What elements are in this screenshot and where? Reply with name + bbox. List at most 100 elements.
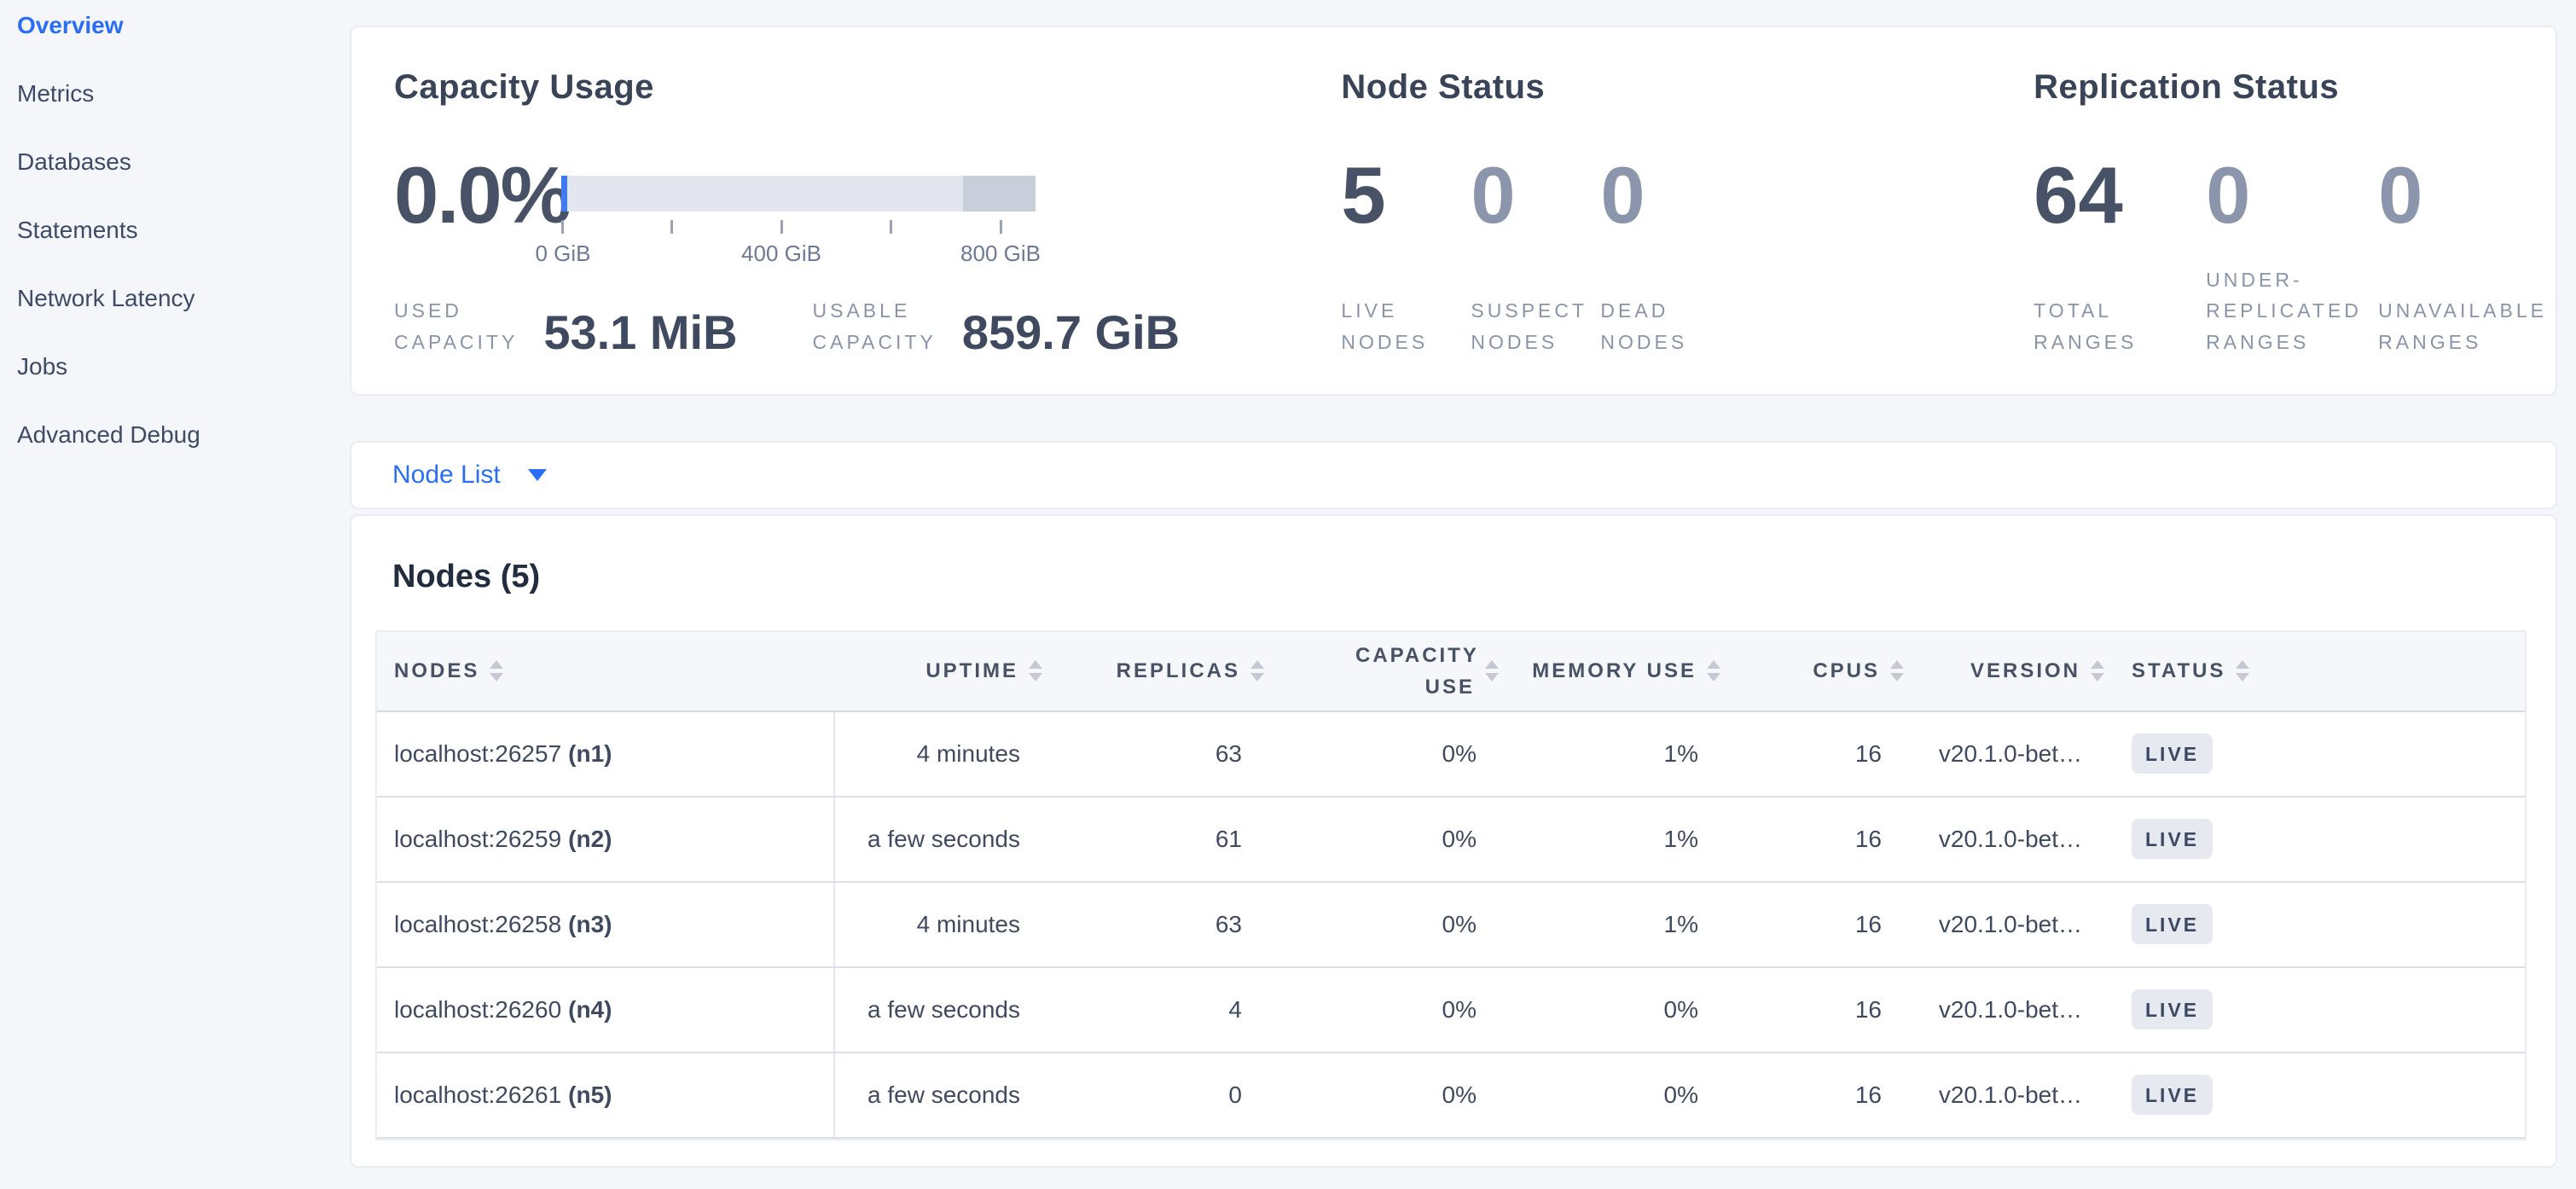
sidebar-item-databases[interactable]: Databases xyxy=(17,148,131,175)
memory-use-cell: 0% xyxy=(1663,995,1698,1023)
node-address-cell: localhost:26261 (n5) xyxy=(377,1053,835,1137)
dead-nodes-stat: 0 DEAD NODES xyxy=(1600,155,1730,358)
table-row-node-2[interactable]: localhost:26259 (n2) a few seconds 61 0%… xyxy=(377,797,2525,883)
status-cell: LIVE xyxy=(2115,883,2525,966)
cpus-cell: 16 xyxy=(1854,740,1882,767)
sidebar-item-statements[interactable]: Statements xyxy=(17,217,138,243)
nodes-table-card: Nodes (5) NODES UPTIME REPLICAS CAPACITY… xyxy=(350,514,2557,1168)
version-cell: v20.1.0-bet… xyxy=(1938,995,2082,1023)
cpus-cell: 16 xyxy=(1854,1081,1882,1108)
status-cell: LIVE xyxy=(2115,798,2525,881)
capacity-use-cell: 0% xyxy=(1442,995,1477,1023)
cpus-cell: 16 xyxy=(1854,910,1882,937)
chevron-down-icon[interactable] xyxy=(527,469,547,481)
capacity-use-cell: 0% xyxy=(1442,740,1477,767)
axis-tick xyxy=(561,220,564,234)
node-status-title: Node Status xyxy=(1341,68,1546,106)
axis-tick xyxy=(890,220,892,234)
under-replicated-ranges-value: 0 xyxy=(2206,150,2251,240)
version-cell: v20.1.0-bet… xyxy=(1938,910,2082,937)
status-badge: LIVE xyxy=(2132,904,2213,945)
column-header-nodes[interactable]: NODES xyxy=(377,632,835,710)
total-ranges-value: 64 xyxy=(2034,150,2123,240)
sort-icon xyxy=(1485,660,1499,682)
capacity-bar-track xyxy=(561,176,1036,212)
memory-use-cell: 0% xyxy=(1663,1081,1698,1108)
status-badge: LIVE xyxy=(2132,1075,2213,1116)
cpus-cell: 16 xyxy=(1854,825,1882,852)
dead-nodes-value: 0 xyxy=(1600,150,1645,240)
sort-icon xyxy=(1890,660,1904,682)
sort-icon xyxy=(1029,660,1042,682)
replication-status-title: Replication Status xyxy=(2034,68,2340,106)
axis-tick-label: 800 GiB xyxy=(960,241,1041,266)
dead-nodes-label: DEAD NODES xyxy=(1600,299,1688,354)
memory-use-cell: 1% xyxy=(1663,740,1698,767)
suspect-nodes-value: 0 xyxy=(1471,150,1516,240)
live-nodes-value: 5 xyxy=(1341,150,1386,240)
axis-tick-label: 0 GiB xyxy=(535,241,591,266)
node-list-dropdown[interactable]: Node List xyxy=(392,461,501,489)
nodes-table-title: Nodes (5) xyxy=(392,559,541,594)
table-row-node-3[interactable]: localhost:26258 (n3) 4 minutes 63 0% 1% … xyxy=(377,882,2525,968)
status-badge: LIVE xyxy=(2132,819,2213,860)
capacity-bar-reserved-segment xyxy=(963,176,1036,212)
uptime-cell: 4 minutes xyxy=(916,740,1020,767)
replicas-cell: 4 xyxy=(1228,995,1242,1023)
uptime-cell: a few seconds xyxy=(867,1081,1020,1108)
total-ranges-stat: 64 TOTAL RANGES xyxy=(2034,155,2206,358)
sort-icon xyxy=(490,660,504,682)
table-row-node-5[interactable]: localhost:26261 (n5) a few seconds 0 0% … xyxy=(377,1053,2525,1139)
replicas-cell: 61 xyxy=(1215,825,1242,852)
under-replicated-ranges-label: UNDER-REPLICATED RANGES xyxy=(2206,268,2362,354)
node-status-section: Node Status 5 LIVE NODES 0 SUSPECT NODES… xyxy=(1341,67,2034,358)
capacity-bar-chart: 0 GiB 400 GiB 800 GiB xyxy=(535,176,1041,268)
usable-capacity-label: USABLE CAPACITY xyxy=(812,299,937,354)
sidebar-item-advanced-debug[interactable]: Advanced Debug xyxy=(17,421,200,448)
column-header-uptime[interactable]: UPTIME xyxy=(835,632,1053,710)
nodes-table-header: NODES UPTIME REPLICAS CAPACITY USE MEMOR… xyxy=(377,631,2525,712)
table-row-node-4[interactable]: localhost:26260 (n4) a few seconds 4 0% … xyxy=(377,967,2525,1053)
live-nodes-stat: 5 LIVE NODES xyxy=(1341,155,1471,358)
axis-tick xyxy=(1000,220,1002,234)
version-cell: v20.1.0-bet… xyxy=(1938,825,2082,852)
capacity-use-cell: 0% xyxy=(1442,1081,1477,1108)
uptime-cell: a few seconds xyxy=(867,995,1020,1023)
node-address-cell: localhost:26259 (n2) xyxy=(377,797,835,881)
sort-icon xyxy=(1250,660,1264,682)
column-header-cpus[interactable]: CPUS xyxy=(1731,632,1914,710)
replication-status-section: Replication Status 64 TOTAL RANGES 0 UND… xyxy=(2034,67,2556,358)
under-replicated-ranges-stat: 0 UNDER-REPLICATED RANGES xyxy=(2206,155,2378,358)
unavailable-ranges-label: UNAVAILABLE RANGES xyxy=(2378,299,2547,354)
node-list-dropdown-bar: Node List xyxy=(350,441,2557,509)
capacity-usage-title: Capacity Usage xyxy=(394,68,654,106)
column-header-status[interactable]: STATUS xyxy=(2115,632,2525,710)
column-header-capacity-use[interactable]: CAPACITY USE xyxy=(1274,632,1509,710)
uptime-cell: a few seconds xyxy=(867,825,1020,852)
cluster-summary-card: Capacity Usage 0.0% 0 GiB 400 GiB 800 Gi… xyxy=(350,26,2557,396)
capacity-bar-used-marker xyxy=(561,176,567,212)
column-header-replicas[interactable]: REPLICAS xyxy=(1053,632,1274,710)
status-cell: LIVE xyxy=(2115,1053,2525,1137)
capacity-usage-section: Capacity Usage 0.0% 0 GiB 400 GiB 800 Gi… xyxy=(394,67,1341,358)
sort-icon xyxy=(1707,660,1720,682)
table-row-node-1[interactable]: localhost:26257 (n1) 4 minutes 63 0% 1% … xyxy=(377,711,2525,798)
sidebar-item-metrics[interactable]: Metrics xyxy=(17,80,95,107)
capacity-use-cell: 0% xyxy=(1442,825,1477,852)
sidebar-item-overview[interactable]: Overview xyxy=(17,12,124,38)
column-header-memory-use[interactable]: MEMORY USE xyxy=(1509,632,1731,710)
sort-icon xyxy=(2091,660,2104,682)
column-header-version[interactable]: VERSION xyxy=(1914,632,2115,710)
cpus-cell: 16 xyxy=(1854,995,1882,1023)
replicas-cell: 63 xyxy=(1215,740,1242,767)
memory-use-cell: 1% xyxy=(1663,910,1698,937)
sidebar-item-jobs[interactable]: Jobs xyxy=(17,353,68,380)
memory-use-cell: 1% xyxy=(1663,825,1698,852)
node-address-cell: localhost:26257 (n1) xyxy=(377,711,835,796)
uptime-cell: 4 minutes xyxy=(916,910,1020,937)
suspect-nodes-label: SUSPECT NODES xyxy=(1471,299,1587,354)
unavailable-ranges-stat: 0 UNAVAILABLE RANGES xyxy=(2378,155,2556,358)
status-cell: LIVE xyxy=(2115,712,2525,796)
node-address-cell: localhost:26258 (n3) xyxy=(377,882,835,966)
sidebar-item-network-latency[interactable]: Network Latency xyxy=(17,285,195,311)
